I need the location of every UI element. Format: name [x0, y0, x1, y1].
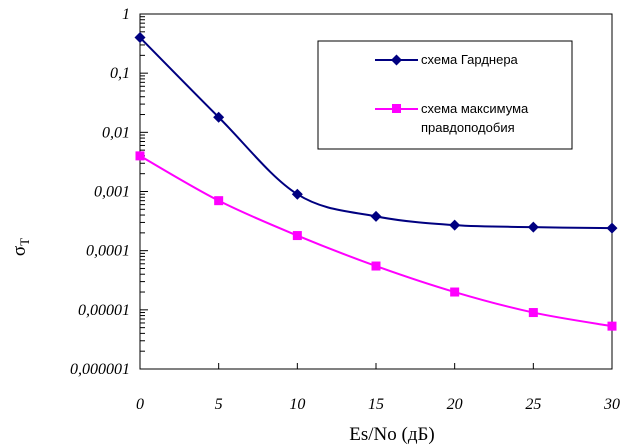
x-tick-label: 15: [368, 396, 384, 413]
series-2-point: [135, 151, 145, 161]
legend-box: [317, 40, 573, 150]
y-axis-label-main: σ: [9, 246, 30, 256]
y-axis-label: σT: [9, 238, 32, 256]
y-axis-tick-labels: 1 0,1 0,01 0,001 0,0001 0,00001 0,000001: [70, 6, 130, 378]
x-tick-label: 5: [215, 396, 223, 413]
legend-label-series-2-line-2: правдоподобия: [421, 120, 515, 135]
series-2-point: [528, 308, 538, 318]
y-axis-label-subscript: T: [17, 238, 32, 246]
series-2-point: [214, 196, 224, 206]
legend-label-series-1: схема Гарднера: [421, 52, 519, 67]
series-1-point: [134, 32, 146, 44]
legend: схема Гарднера схема максимума правдопод…: [317, 40, 573, 150]
series-1-point: [527, 221, 539, 233]
y-axis-minor-ticks: [140, 16, 145, 352]
y-tick-label: 0,000001: [70, 361, 130, 378]
x-axis-label: Es/No (дБ): [349, 424, 434, 445]
x-axis-ticks: [139, 363, 613, 369]
x-tick-label: 25: [525, 396, 541, 413]
x-tick-label: 20: [447, 396, 463, 413]
series-1-point: [606, 222, 618, 234]
series-2-line: [139, 155, 613, 328]
series-2-point: [450, 287, 460, 297]
series-2-point: [292, 231, 302, 241]
y-axis-major-ticks: [140, 13, 148, 370]
x-tick-label: 0: [136, 396, 144, 413]
series-2-point: [371, 261, 381, 271]
legend-label-series-2-line-1: схема максимума: [421, 101, 529, 116]
series-2-point: [607, 321, 617, 331]
y-tick-label: 0,00001: [78, 302, 130, 319]
series-1-point: [449, 219, 461, 231]
series-1-point: [213, 111, 225, 123]
y-tick-label: 0,0001: [86, 243, 130, 260]
y-tick-label: 0,1: [110, 65, 130, 82]
x-axis-tick-labels: 0 5 10 15 20 25 30: [136, 396, 620, 413]
series-markers: [134, 32, 618, 331]
legend-marker-series-2: [392, 104, 401, 113]
x-tick-label: 30: [603, 396, 620, 413]
y-tick-label: 1: [122, 6, 130, 23]
legend-marker-series-1: [391, 54, 402, 66]
y-tick-label: 0,01: [102, 124, 130, 141]
x-tick-label: 10: [289, 396, 305, 413]
series-1-point: [370, 210, 382, 222]
series-1-point: [291, 188, 303, 200]
y-tick-label: 0,001: [94, 184, 130, 201]
